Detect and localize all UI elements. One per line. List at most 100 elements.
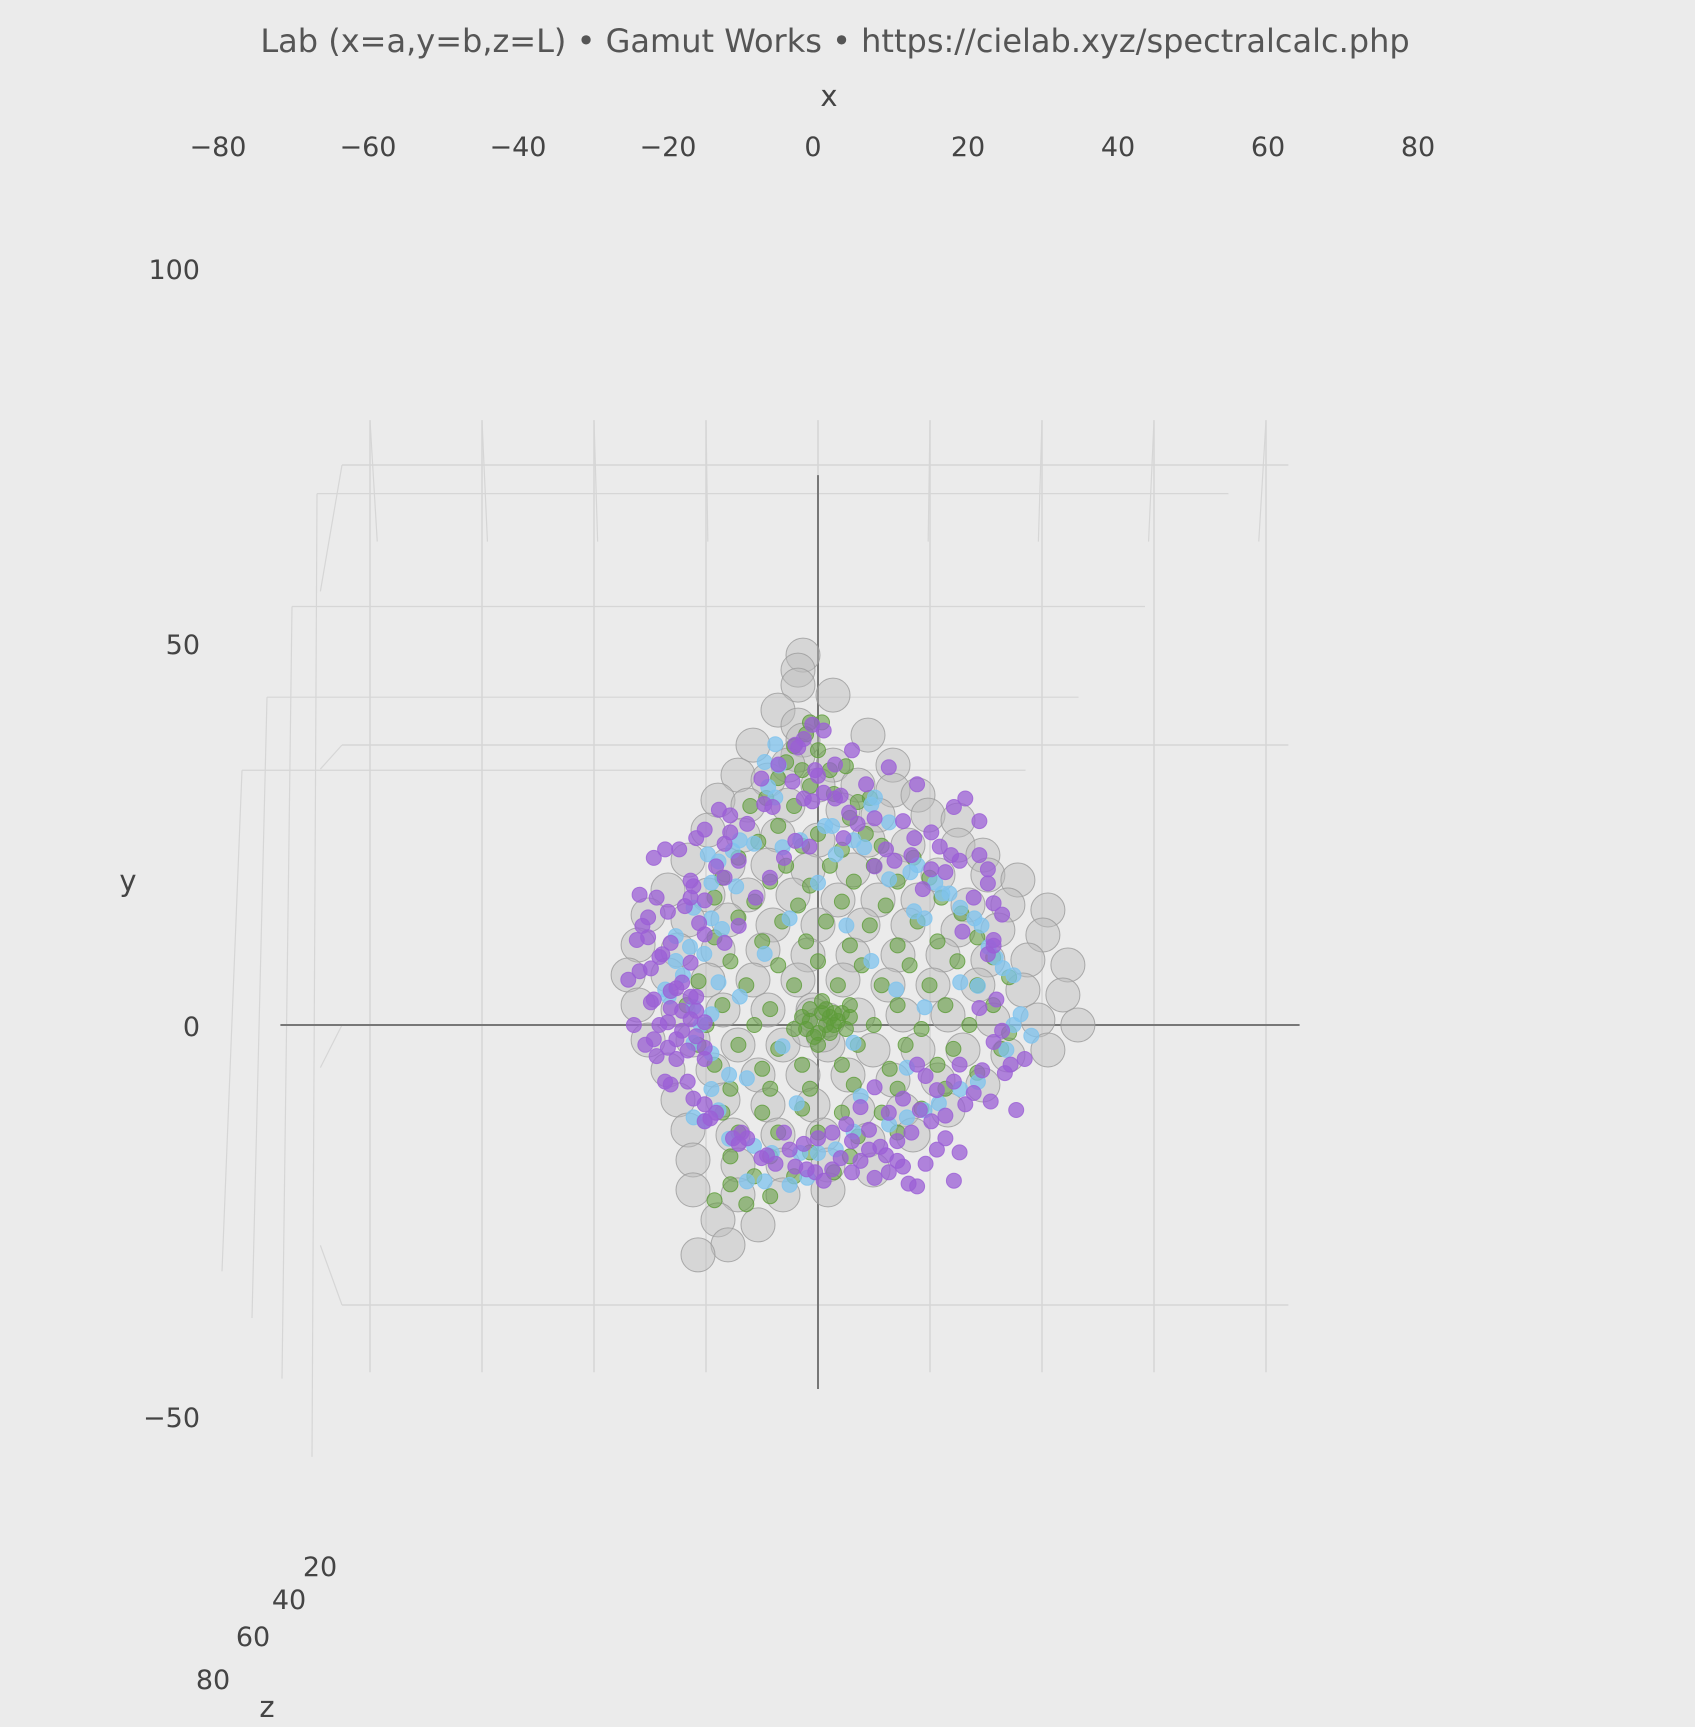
scatter-point	[937, 1107, 954, 1124]
scatter-point	[682, 938, 698, 955]
scatter-point	[1010, 942, 1046, 978]
scatter-point	[667, 953, 684, 969]
y-tick-label: 0	[183, 1012, 200, 1043]
scatter-point	[696, 1113, 713, 1130]
scatter-point	[688, 1028, 705, 1045]
scatter-point	[815, 1172, 832, 1189]
scatter-point	[866, 858, 883, 875]
scatter-point	[827, 846, 844, 863]
scatter-point	[738, 1173, 755, 1190]
scatter-point	[710, 974, 727, 991]
scatter-point	[781, 910, 798, 927]
scatter-point	[688, 988, 705, 1005]
scatter-point	[937, 864, 954, 881]
scatter-point	[620, 971, 637, 988]
scatter-point	[832, 1150, 849, 1167]
x-tick-label: −20	[640, 132, 697, 163]
scatter-point	[965, 889, 982, 906]
scatter-point	[979, 875, 996, 892]
scatter-point	[642, 994, 659, 1011]
scatter-point	[785, 637, 821, 673]
scatter-point	[861, 917, 878, 934]
scatter-point	[845, 1034, 862, 1051]
scatter-point	[747, 889, 764, 906]
scatter-point	[742, 798, 759, 814]
scatter-point	[1045, 977, 1081, 1013]
scatter-point	[762, 1001, 779, 1018]
scatter-point	[949, 953, 966, 970]
scatter-point	[786, 977, 803, 994]
scatter-point	[756, 1173, 773, 1190]
scatter-point	[637, 1036, 654, 1053]
scatter-point	[781, 1141, 798, 1158]
y-tick-label: 100	[148, 255, 200, 286]
scatter-point	[1030, 1032, 1066, 1068]
scatter-point	[923, 861, 940, 878]
z-tick-label: 60	[236, 1622, 270, 1653]
scatter-point	[841, 804, 858, 821]
scatter-point	[679, 1042, 696, 1059]
scatter-point	[911, 1102, 928, 1118]
scatter-point	[810, 874, 826, 891]
scatter-point	[798, 933, 815, 950]
x-axis-title: x	[820, 79, 837, 113]
scatter-point	[954, 923, 971, 940]
scatter-point	[790, 897, 807, 914]
scatter-point	[1060, 1007, 1096, 1043]
scatter-point	[730, 1135, 747, 1152]
scatter-point	[951, 1056, 968, 1073]
scatter-point	[889, 1133, 906, 1150]
scatter-point	[988, 991, 1005, 1008]
scatter-point	[801, 838, 818, 855]
scatter-point	[679, 1073, 696, 1090]
scatter-point	[739, 815, 756, 832]
scatter-point	[916, 910, 933, 927]
scatter-point	[844, 1133, 860, 1150]
scatter-point	[628, 932, 645, 948]
scatter-point	[710, 1227, 746, 1263]
scatter-point	[965, 1085, 982, 1101]
scatter-point	[994, 1022, 1011, 1039]
scatter-point	[708, 858, 725, 875]
gridline-x-top	[593, 420, 599, 542]
scatter-point	[850, 717, 886, 753]
scatter-point	[730, 852, 747, 869]
scatter-point	[916, 999, 933, 1016]
scatter-point	[903, 1124, 920, 1141]
scatter-point	[931, 838, 948, 855]
scatter-point	[762, 1080, 779, 1097]
scatter-point	[909, 1056, 926, 1073]
scatter-point	[906, 830, 923, 847]
labels-layer: Lab (x=a,y=b,z=L) • Gamut Works • https:…	[119, 22, 1435, 1724]
scatter-point	[994, 906, 1011, 923]
scatter-point	[829, 977, 846, 994]
scatter-point	[821, 1025, 838, 1041]
scatter-point	[659, 1014, 676, 1031]
scatter-point	[810, 1145, 826, 1161]
gridline-z-side	[311, 493, 318, 1457]
scatter-point	[917, 1155, 934, 1172]
z-tick-label: 20	[303, 1552, 337, 1583]
scatter-point	[824, 1161, 841, 1178]
scatter-point	[716, 869, 733, 886]
scatter-point	[802, 1080, 818, 1097]
scatter-point	[642, 960, 659, 977]
scatter-point	[760, 692, 796, 728]
scatter-point	[730, 917, 747, 934]
scatter-point	[648, 889, 665, 906]
scatter-point	[952, 974, 969, 991]
scatter-point	[973, 917, 990, 934]
gridline-x-top	[927, 420, 931, 542]
scatter-point	[668, 1051, 685, 1067]
scatter-point	[675, 1172, 711, 1208]
scatter-point	[746, 1017, 763, 1033]
scatter-point	[675, 1142, 711, 1178]
scatter-point	[880, 1164, 897, 1181]
scatter-point	[985, 895, 1002, 912]
scatter-point	[889, 997, 906, 1014]
scatter-point	[998, 1041, 1015, 1058]
scatter-point	[861, 1141, 877, 1158]
scatter-point	[716, 934, 733, 951]
scatter-point	[753, 770, 770, 787]
